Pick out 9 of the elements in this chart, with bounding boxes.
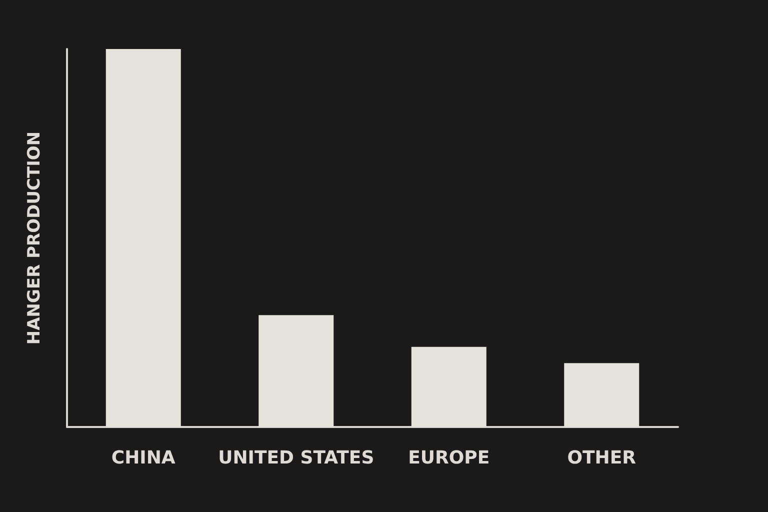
x-tick-label: UNITED STATES (218, 448, 374, 468)
bar (258, 315, 334, 427)
x-tick-label: OTHER (567, 448, 636, 468)
y-axis-title: HANGER PRODUCTION (24, 131, 44, 345)
bar (106, 49, 181, 427)
x-tick-label: CHINA (111, 448, 176, 468)
x-tick-label: EUROPE (408, 448, 490, 468)
bar (564, 363, 640, 427)
bar (411, 346, 486, 427)
